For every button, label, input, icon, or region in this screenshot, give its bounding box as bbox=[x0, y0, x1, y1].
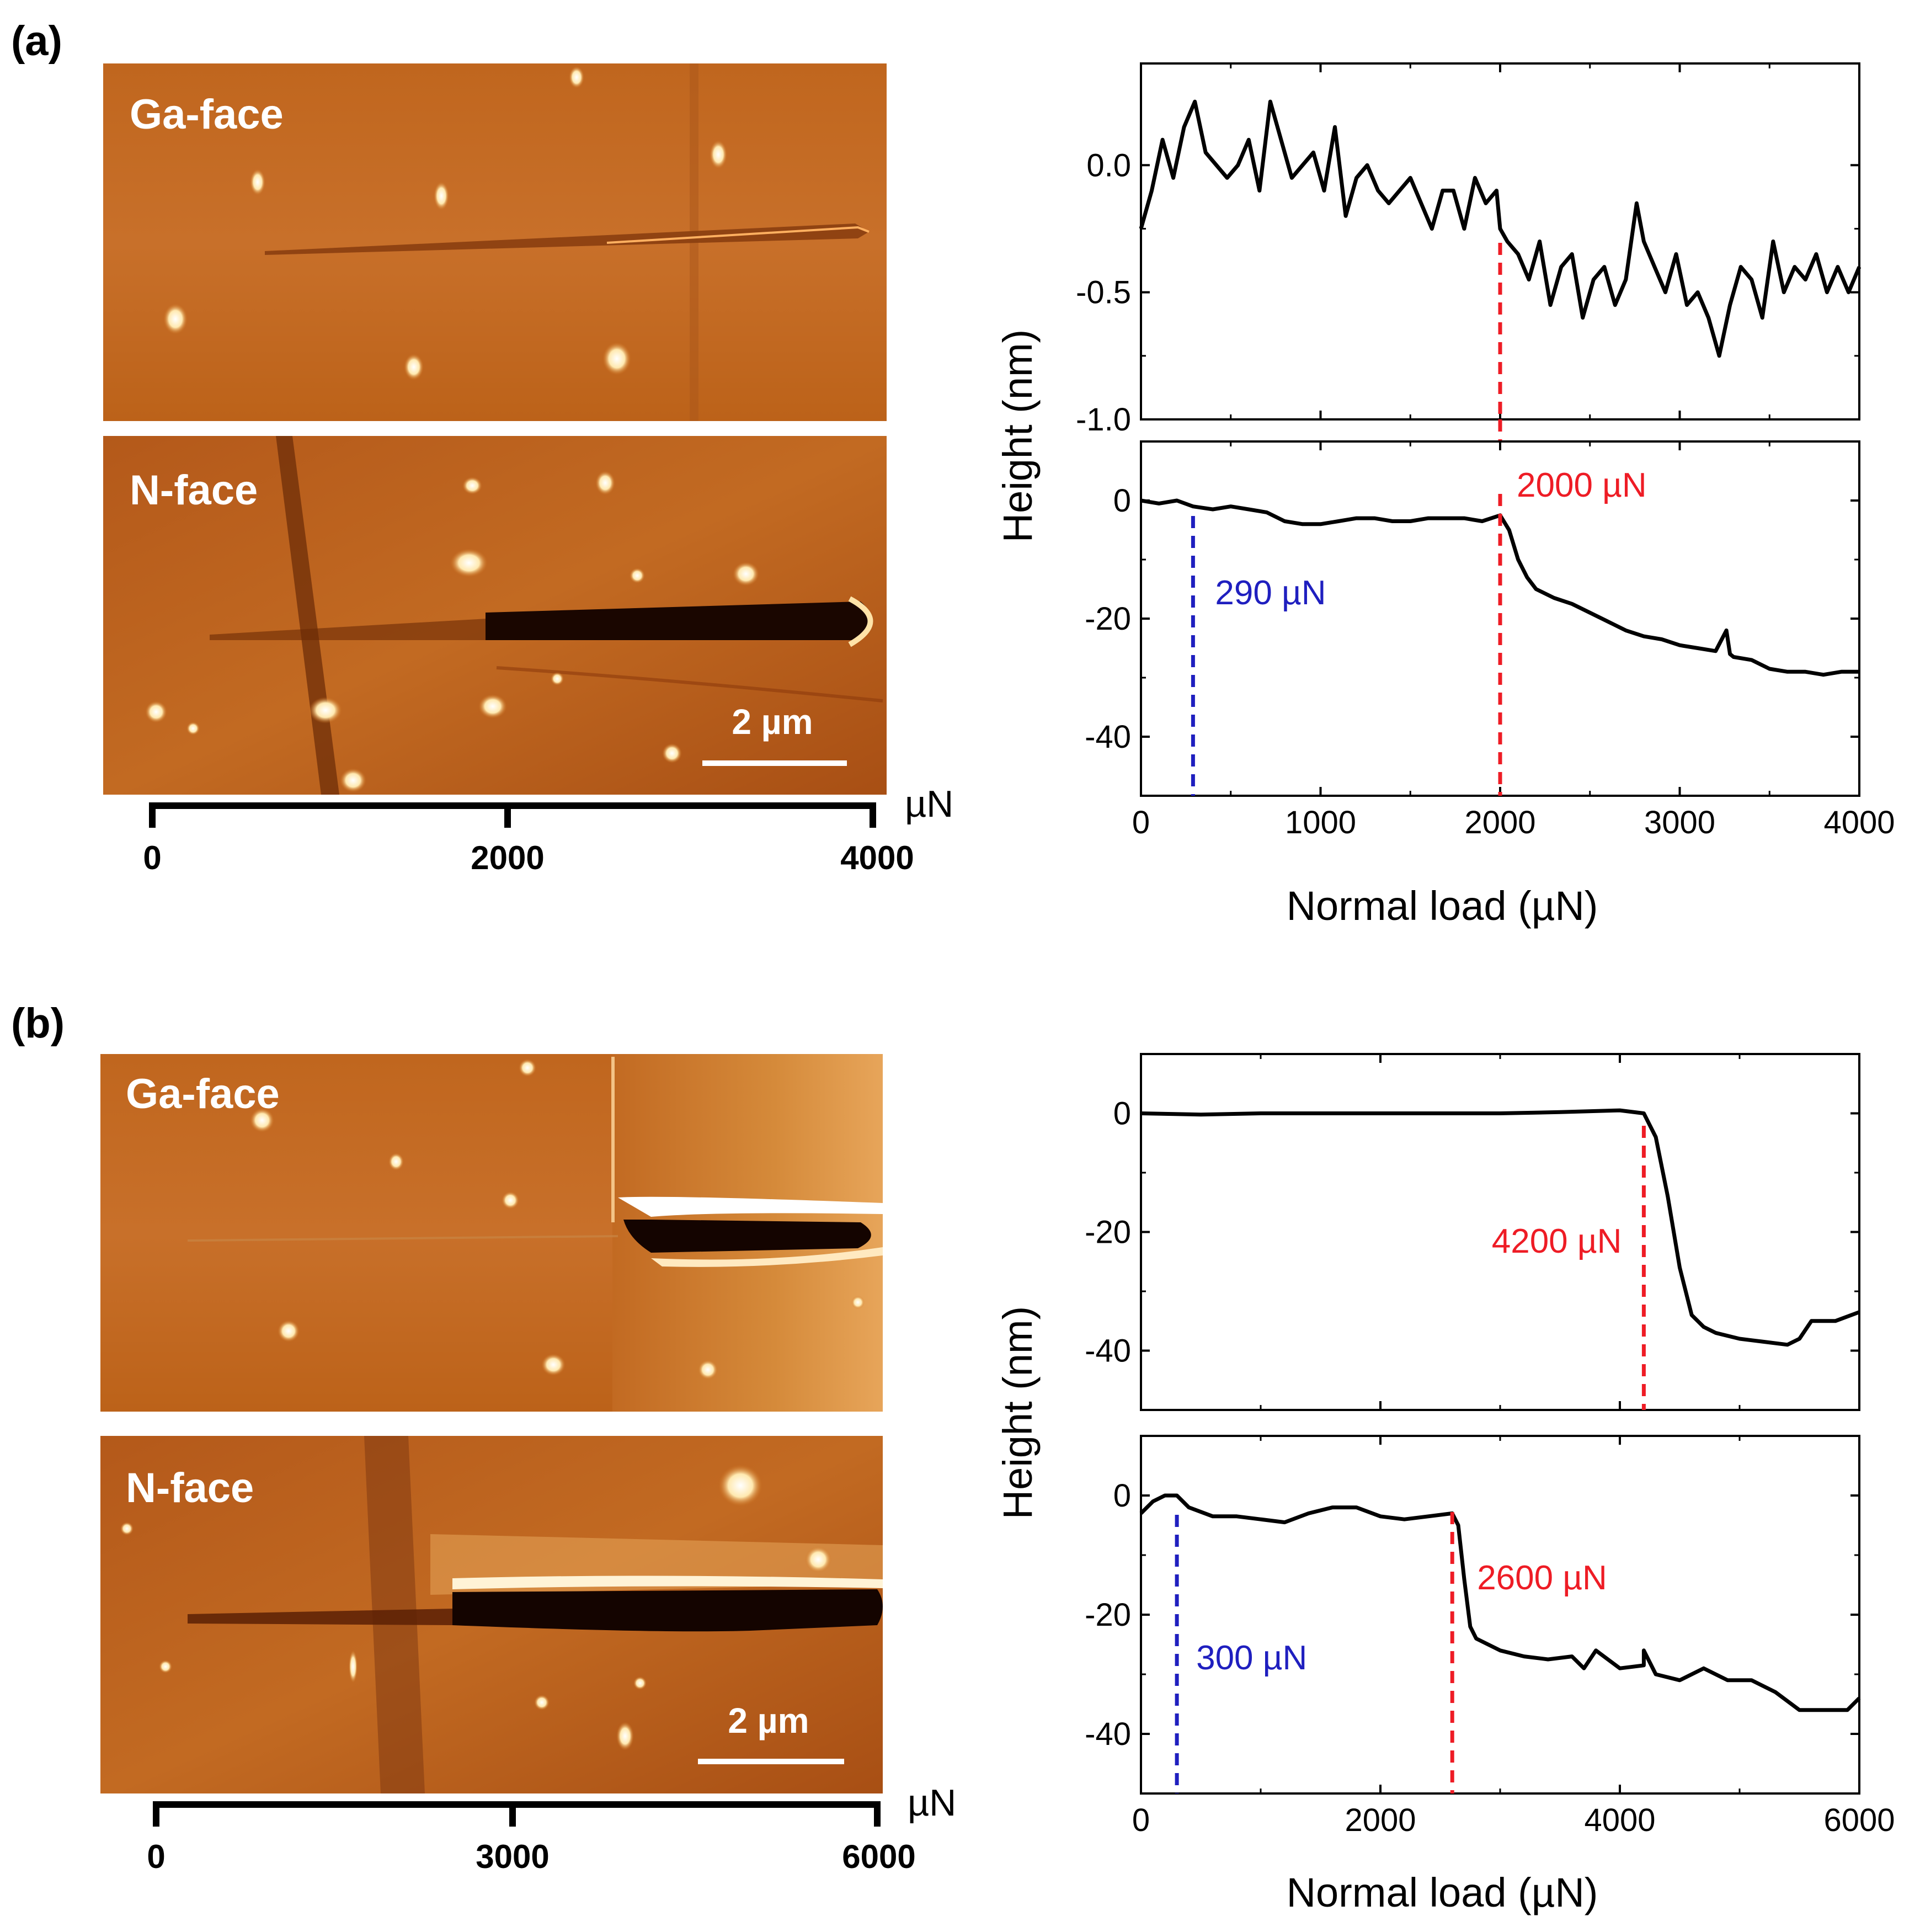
y-tick-label: -40 bbox=[1085, 1333, 1131, 1369]
x-tick-label: 3000 bbox=[1644, 805, 1715, 840]
y-tick-label: 0 bbox=[1113, 1096, 1131, 1132]
x-axis-label-a: Normal load (µN) bbox=[1287, 883, 1598, 929]
n-face-label-b: N-face bbox=[126, 1465, 254, 1511]
y-tick-label: -20 bbox=[1085, 601, 1131, 637]
load-bar-tick: 4000 bbox=[840, 839, 914, 876]
load-bar-tick: 0 bbox=[147, 1838, 165, 1875]
scale-bar-label-b: 2 µm bbox=[728, 1701, 809, 1741]
load-bar-a: 0 2000 4000 µN bbox=[143, 783, 953, 876]
x-tick-label: 2000 bbox=[1464, 805, 1535, 840]
y-tick-label: -20 bbox=[1085, 1597, 1131, 1633]
x-tick-label: 4000 bbox=[1584, 1802, 1655, 1838]
y-tick-label: -20 bbox=[1085, 1215, 1131, 1250]
x-tick-label: 1000 bbox=[1285, 805, 1356, 840]
n-face-label-a: N-face bbox=[130, 467, 258, 514]
chart-b-ga-face: 0 -20 -40 4200 µN bbox=[1085, 1053, 1860, 1411]
y-tick-label: 0.0 bbox=[1086, 147, 1131, 183]
load-bar-tick: 6000 bbox=[842, 1838, 915, 1875]
load-bar-b: 0 3000 6000 µN bbox=[147, 1782, 956, 1875]
series-line bbox=[1140, 498, 1859, 677]
chart-a-ga-face: 0.0 -0.5 -1.0 bbox=[1076, 62, 1862, 441]
y-tick-label: -1.0 bbox=[1076, 402, 1131, 438]
x-tick-label: 0 bbox=[1132, 1802, 1150, 1838]
y-axis-label-b: Height (nm) bbox=[995, 1306, 1041, 1520]
x-axis-label-b: Normal load (µN) bbox=[1287, 1870, 1598, 1915]
y-axis-label-a: Height (nm) bbox=[995, 329, 1041, 543]
scale-bar-a bbox=[702, 760, 847, 766]
y-tick-label: 0 bbox=[1113, 1478, 1131, 1514]
chart-a-n-face: 0 -20 -40 0 1000 2000 3000 4000 290 µN 2000 µN bbox=[1085, 440, 1895, 840]
afm-image-b-n: N-face 2 µm bbox=[100, 1436, 883, 1793]
x-tick-label: 0 bbox=[1132, 805, 1150, 840]
plot-frame bbox=[1140, 1435, 1860, 1795]
marker-label: 4200 µN bbox=[1492, 1222, 1622, 1260]
load-bar-tick: 0 bbox=[143, 839, 161, 876]
series-line bbox=[1139, 99, 1862, 358]
load-bar-tick: 2000 bbox=[471, 839, 544, 876]
afm-image-a-n: N-face 2 µm bbox=[103, 436, 887, 795]
x-tick-label: 4000 bbox=[1823, 805, 1895, 840]
load-bar-tick: 3000 bbox=[476, 1838, 549, 1875]
y-tick-label: -40 bbox=[1085, 719, 1131, 755]
x-tick-label: 2000 bbox=[1345, 1802, 1416, 1838]
ga-face-label-a: Ga-face bbox=[130, 91, 284, 138]
scale-bar-b bbox=[698, 1759, 844, 1764]
ga-face-label-b: Ga-face bbox=[126, 1071, 280, 1117]
load-bar-unit: µN bbox=[905, 783, 953, 825]
marker-label: 2000 µN bbox=[1517, 466, 1647, 504]
x-tick-label: 6000 bbox=[1823, 1802, 1895, 1838]
marker-label: 290 µN bbox=[1215, 574, 1326, 612]
marker-label: 300 µN bbox=[1196, 1639, 1307, 1677]
afm-image-a-ga: Ga-face bbox=[103, 63, 887, 421]
afm-image-b-ga: Ga-face bbox=[100, 1054, 883, 1412]
chart-b-n-face: 0 -20 -40 0 2000 4000 6000 300 µN 2600 µN bbox=[1085, 1435, 1895, 1838]
panel-label-b: (b) bbox=[11, 1000, 65, 1047]
series-line bbox=[1140, 1108, 1860, 1347]
series-line bbox=[1139, 1493, 1861, 1712]
y-tick-label: -40 bbox=[1085, 1716, 1131, 1752]
y-tick-label: -0.5 bbox=[1076, 275, 1131, 311]
load-bar-unit: µN bbox=[908, 1782, 956, 1824]
marker-label: 2600 µN bbox=[1477, 1559, 1607, 1597]
y-tick-label: 0 bbox=[1113, 483, 1131, 519]
panel-label-a: (a) bbox=[11, 18, 62, 65]
scale-bar-label-a: 2 µm bbox=[732, 702, 813, 742]
